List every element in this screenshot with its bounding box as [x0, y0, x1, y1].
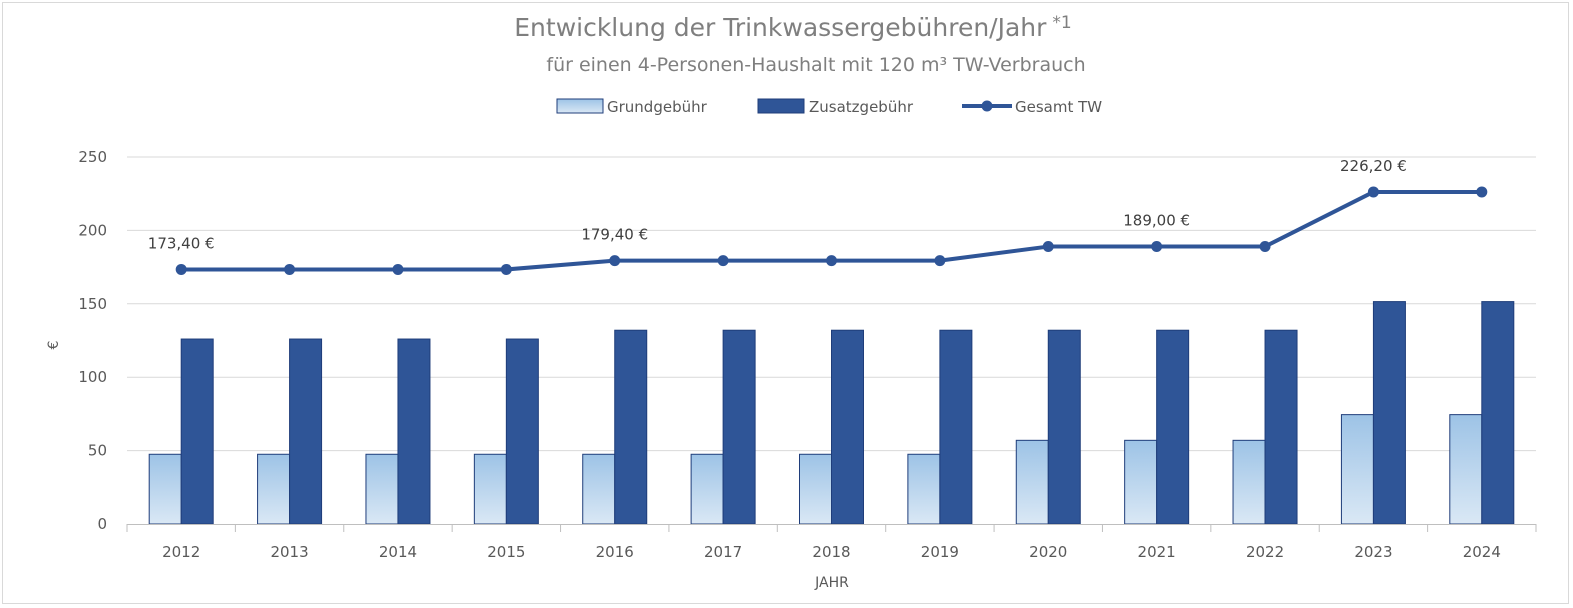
y-tick-label: 100: [78, 368, 107, 386]
x-tick-label: 2014: [379, 543, 417, 561]
bar-zusatzgebuehr: [831, 329, 864, 525]
total-line: [175, 186, 1488, 275]
bar-grundgebuehr: [1340, 414, 1374, 525]
point-gesamt-tw: [175, 263, 187, 275]
bar-zusatzgebuehr: [939, 329, 973, 525]
x-tick-label: 2019: [921, 543, 959, 561]
legend-label-grundgebuehr: Grundgebühr: [607, 98, 708, 116]
x-tick-label: 2020: [1029, 543, 1067, 561]
legend-swatch-grundgebuehr: [556, 98, 604, 114]
x-tick-label: 2013: [270, 543, 308, 561]
bar-grundgebuehr: [1232, 439, 1266, 525]
x-tick-label: 2012: [162, 543, 200, 561]
bar-zusatzgebuehr: [180, 338, 214, 525]
y-tick-label: 0: [97, 515, 107, 533]
point-gesamt-tw: [284, 263, 296, 275]
x-axis: 2012 2013 2014 2015 2016 2017 2018 2019 2020 2021…: [126, 524, 1537, 561]
y-tick-label: 50: [88, 442, 107, 460]
data-label-gesamt-tw: 189,00 €: [1123, 212, 1190, 230]
point-gesamt-tw: [392, 263, 404, 275]
bar-grundgebuehr: [690, 453, 724, 525]
point-gesamt-tw: [609, 255, 621, 267]
point-gesamt-tw: [1042, 241, 1054, 253]
bar-grundgebuehr: [473, 453, 507, 525]
chart-svg: Entwicklung der Trinkwassergebühren/Jahr…: [46, 13, 1537, 591]
bar-zusatzgebuehr: [1372, 301, 1406, 525]
x-tick-label: 2018: [812, 543, 850, 561]
bar-zusatzgebuehr: [1481, 301, 1515, 525]
x-tick-label: 2021: [1138, 543, 1176, 561]
x-tick-label: 2024: [1463, 543, 1501, 561]
legend-label-gesamt: Gesamt TW: [1015, 98, 1102, 116]
legend-label-zusatzgebuehr: Zusatzgebühr: [809, 98, 914, 116]
y-tick-label: 200: [78, 221, 107, 239]
bar-zusatzgebuehr: [1156, 329, 1190, 525]
data-label-gesamt-tw: 226,20 €: [1340, 157, 1407, 175]
chart-title: Entwicklung der Trinkwassergebühren/Jahr…: [514, 13, 1072, 42]
point-gesamt-tw: [934, 255, 946, 267]
x-tick-label: 2017: [704, 543, 742, 561]
point-gesamt-tw: [826, 255, 837, 267]
bar-grundgebuehr: [148, 453, 182, 525]
bar-grundgebuehr: [907, 453, 941, 525]
point-gesamt-tw: [1476, 186, 1488, 198]
point-gesamt-tw: [717, 255, 729, 267]
bar-grundgebuehr: [257, 453, 291, 525]
bars: [148, 301, 1515, 525]
legend-marker-gesamt: [981, 100, 993, 112]
bar-zusatzgebuehr: [397, 338, 431, 525]
bar-grundgebuehr: [582, 453, 616, 525]
bar-zusatzgebuehr: [614, 329, 648, 525]
bar-zusatzgebuehr: [722, 329, 756, 525]
point-gesamt-tw: [1151, 241, 1163, 253]
bar-grundgebuehr: [1124, 439, 1158, 525]
bar-zusatzgebuehr: [1264, 329, 1298, 525]
data-label-gesamt-tw: 179,40 €: [581, 226, 648, 244]
x-tick-label: 2015: [487, 543, 525, 561]
legend-swatch-zusatzgebuehr: [757, 98, 805, 114]
y-tick-label: 150: [78, 295, 107, 313]
bar-grundgebuehr: [799, 453, 832, 525]
data-labels: 173,40 € 179,40 € 189,00 € 226,20 €: [148, 157, 1407, 253]
bar-grundgebuehr: [365, 453, 399, 525]
x-tick-label: 2016: [596, 543, 634, 561]
data-label-gesamt-tw: 173,40 €: [148, 234, 215, 252]
y-axis-title: €: [46, 341, 62, 350]
bar-zusatzgebuehr: [1047, 329, 1081, 525]
point-gesamt-tw: [500, 263, 512, 275]
bar-zusatzgebuehr: [505, 338, 539, 525]
point-gesamt-tw: [1367, 186, 1379, 198]
point-gesamt-tw: [1259, 241, 1271, 253]
bar-grundgebuehr: [1449, 414, 1483, 525]
y-axis-ticks: 0 50 100 150 200 250: [78, 148, 107, 533]
x-axis-title: JAHR: [814, 575, 849, 591]
y-tick-label: 250: [78, 148, 107, 166]
bar-zusatzgebuehr: [289, 338, 323, 525]
chart-title-sup: *1: [1052, 13, 1071, 33]
x-tick-label: 2023: [1354, 543, 1392, 561]
bar-grundgebuehr: [1015, 439, 1049, 525]
legend: Grundgebühr Zusatzgebühr Gesamt TW: [556, 98, 1102, 116]
chart-subtitle: für einen 4-Personen-Haushalt mit 120 m³…: [546, 54, 1085, 76]
x-tick-label: 2022: [1246, 543, 1284, 561]
